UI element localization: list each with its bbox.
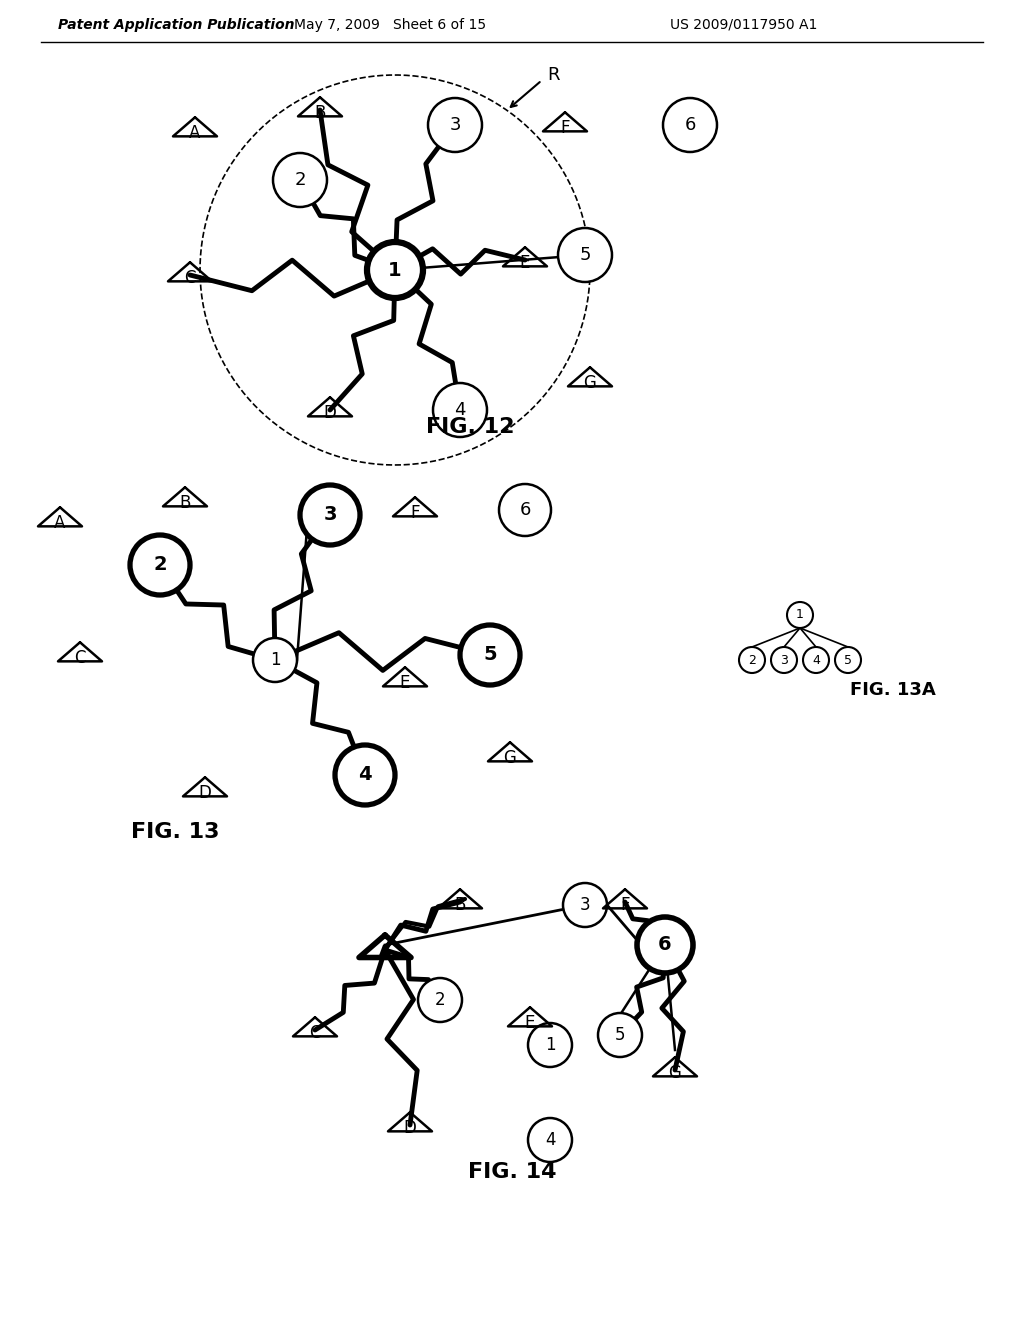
Circle shape [563, 883, 607, 927]
Circle shape [418, 978, 462, 1022]
Circle shape [253, 638, 297, 682]
Text: G: G [669, 1064, 681, 1082]
Circle shape [663, 98, 717, 152]
Text: A: A [378, 944, 392, 962]
Text: 1: 1 [796, 609, 804, 622]
Text: FIG. 13A: FIG. 13A [850, 681, 936, 700]
Text: B: B [179, 494, 190, 512]
Text: C: C [75, 649, 86, 667]
Circle shape [528, 1118, 572, 1162]
Text: 4: 4 [812, 653, 820, 667]
Text: A: A [54, 513, 66, 532]
Text: 6: 6 [684, 116, 695, 135]
Text: D: D [324, 404, 337, 422]
Circle shape [558, 228, 612, 282]
Text: D: D [403, 1119, 417, 1137]
Text: F: F [411, 504, 420, 521]
Circle shape [273, 153, 327, 207]
Text: 3: 3 [450, 116, 461, 135]
Text: 1: 1 [269, 651, 281, 669]
Text: 2: 2 [749, 653, 756, 667]
Text: C: C [309, 1024, 321, 1041]
Circle shape [130, 535, 190, 595]
Circle shape [803, 647, 829, 673]
Text: 6: 6 [658, 936, 672, 954]
Text: 5: 5 [614, 1026, 626, 1044]
Circle shape [460, 624, 520, 685]
Text: A: A [189, 124, 201, 143]
Text: 5: 5 [580, 246, 591, 264]
Circle shape [739, 647, 765, 673]
Text: B: B [314, 104, 326, 121]
Circle shape [335, 744, 395, 805]
Circle shape [300, 484, 360, 545]
Circle shape [771, 647, 797, 673]
Text: 2: 2 [154, 556, 167, 574]
Text: E: E [520, 253, 530, 272]
Text: G: G [584, 374, 596, 392]
Text: US 2009/0117950 A1: US 2009/0117950 A1 [670, 18, 817, 32]
Text: 4: 4 [455, 401, 466, 418]
Circle shape [637, 917, 693, 973]
Circle shape [433, 383, 487, 437]
Circle shape [367, 242, 423, 298]
Text: D: D [199, 784, 211, 803]
Text: 1: 1 [545, 1036, 555, 1053]
Text: May 7, 2009   Sheet 6 of 15: May 7, 2009 Sheet 6 of 15 [294, 18, 486, 32]
Text: G: G [504, 748, 516, 767]
Circle shape [499, 484, 551, 536]
Circle shape [835, 647, 861, 673]
Text: 5: 5 [483, 645, 497, 664]
Circle shape [598, 1012, 642, 1057]
Circle shape [428, 98, 482, 152]
Text: Patent Application Publication: Patent Application Publication [58, 18, 295, 32]
Text: F: F [621, 896, 630, 913]
Text: 3: 3 [324, 506, 337, 524]
Text: 2: 2 [434, 991, 445, 1008]
Circle shape [787, 602, 813, 628]
Text: 3: 3 [780, 653, 787, 667]
Text: FIG. 12: FIG. 12 [426, 417, 514, 437]
Text: 2: 2 [294, 172, 306, 189]
Text: FIG. 13: FIG. 13 [131, 822, 219, 842]
Text: FIG. 14: FIG. 14 [468, 1162, 556, 1181]
Text: R: R [548, 66, 560, 84]
Text: E: E [525, 1014, 536, 1032]
Text: E: E [399, 675, 411, 692]
Text: F: F [560, 119, 569, 137]
Text: 4: 4 [358, 766, 372, 784]
Text: 4: 4 [545, 1131, 555, 1148]
Text: B: B [455, 896, 466, 913]
Text: 6: 6 [519, 502, 530, 519]
Text: 5: 5 [844, 653, 852, 667]
Text: 3: 3 [580, 896, 590, 913]
Text: C: C [184, 269, 196, 286]
Text: 1: 1 [388, 260, 401, 280]
Circle shape [528, 1023, 572, 1067]
